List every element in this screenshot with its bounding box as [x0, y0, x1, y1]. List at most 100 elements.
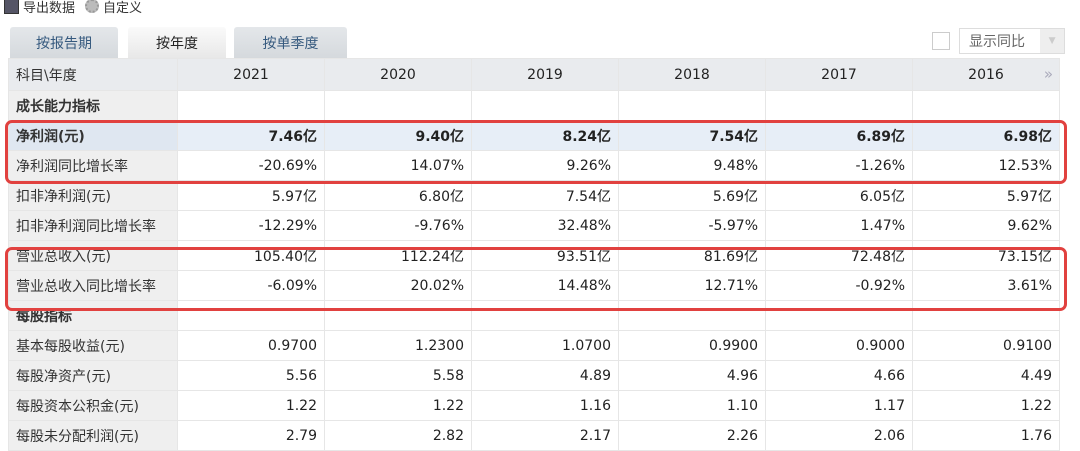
cell-value: 2.06	[765, 420, 913, 451]
cell-value: 4.49	[912, 360, 1060, 391]
row-label: 每股未分配利润(元)	[8, 420, 178, 451]
year-header[interactable]: 2018	[618, 58, 766, 91]
export-data-button[interactable]: 导出数据	[4, 0, 75, 16]
table-row: 净利润同比增长率 -20.69% 14.07% 9.26% 9.48% -1.26% 12.…	[8, 150, 1060, 181]
cell-value: 5.69亿	[618, 180, 766, 211]
corner-header: 科目\年度	[8, 58, 178, 91]
row-label: 净利润同比增长率	[8, 150, 178, 181]
row-label: 净利润(元)	[8, 120, 178, 151]
row-label: 营业总收入同比增长率	[8, 270, 178, 301]
cell-value: 2.26	[618, 420, 766, 451]
cell-value: -0.92%	[765, 270, 913, 301]
year-header[interactable]: 2021	[177, 58, 325, 91]
cell-value: 14.48%	[471, 270, 619, 301]
cell-value: 0.9000	[765, 330, 913, 361]
cell-value: 73.15亿	[912, 240, 1060, 271]
cell-value	[618, 300, 766, 331]
yoy-select[interactable]: 显示同比 ▼	[959, 28, 1065, 54]
cell-value	[618, 90, 766, 121]
cell-value: 9.40亿	[324, 120, 472, 151]
cell-value: 1.22	[912, 390, 1060, 421]
cell-value: 6.98亿	[912, 120, 1060, 151]
toolbar: 导出数据 自定义	[4, 0, 152, 16]
header-row: 科目\年度 2021 2020 2019 2018 2017 2016»	[8, 58, 1060, 91]
cell-value	[177, 90, 325, 121]
cell-value: 105.40亿	[177, 240, 325, 271]
cell-value	[471, 300, 619, 331]
cell-value	[912, 300, 1060, 331]
year-header[interactable]: 2019	[471, 58, 619, 91]
table-row: 每股未分配利润(元) 2.79 2.82 2.17 2.26 2.06 1.76	[8, 420, 1060, 451]
section-row: 每股指标	[8, 300, 1060, 331]
gear-icon	[85, 0, 100, 13]
customize-button[interactable]: 自定义	[85, 0, 142, 16]
cell-value: 1.0700	[471, 330, 619, 361]
year-header[interactable]: 2017	[765, 58, 913, 91]
cell-value	[177, 300, 325, 331]
cell-value: 1.10	[618, 390, 766, 421]
cell-value: -20.69%	[177, 150, 325, 181]
cell-value	[471, 90, 619, 121]
cell-value: -12.29%	[177, 210, 325, 241]
cell-value: 93.51亿	[471, 240, 619, 271]
cell-value: 3.61%	[912, 270, 1060, 301]
cell-value: 32.48%	[471, 210, 619, 241]
table-row: 营业总收入同比增长率 -6.09% 20.02% 14.48% 12.71% -0.92%…	[8, 270, 1060, 301]
cell-value	[324, 90, 472, 121]
cell-value: 2.79	[177, 420, 325, 451]
tab-by-quarter[interactable]: 按单季度	[234, 27, 347, 58]
cell-value: 1.2300	[324, 330, 472, 361]
row-label: 扣非净利润同比增长率	[8, 210, 178, 241]
year-header[interactable]: 2020	[324, 58, 472, 91]
cell-value: 6.80亿	[324, 180, 472, 211]
cell-value	[324, 300, 472, 331]
cell-value: 0.9900	[618, 330, 766, 361]
financial-table: 科目\年度 2021 2020 2019 2018 2017 2016» 成长能力指标 净利润(…	[8, 58, 1060, 451]
cell-value: 1.47%	[765, 210, 913, 241]
cell-value: 0.9100	[912, 330, 1060, 361]
tab-by-year[interactable]: 按年度	[128, 27, 226, 58]
cell-value: 2.17	[471, 420, 619, 451]
cell-value: 6.89亿	[765, 120, 913, 151]
cell-value: 9.26%	[471, 150, 619, 181]
yoy-control: 显示同比 ▼	[932, 28, 1065, 54]
cell-value: 5.97亿	[177, 180, 325, 211]
cell-value: 20.02%	[324, 270, 472, 301]
cell-value: -6.09%	[177, 270, 325, 301]
cell-value: 8.24亿	[471, 120, 619, 151]
row-label: 营业总收入(元)	[8, 240, 178, 271]
chevron-down-icon: ▼	[1040, 29, 1064, 53]
yoy-checkbox[interactable]	[932, 32, 950, 50]
double-chevron-right-icon[interactable]: »	[1043, 65, 1053, 83]
table-row: 扣非净利润(元) 5.97亿 6.80亿 7.54亿 5.69亿 6.05亿 5.97亿	[8, 180, 1060, 211]
cell-value: 4.89	[471, 360, 619, 391]
cell-value: 12.71%	[618, 270, 766, 301]
cell-value: 112.24亿	[324, 240, 472, 271]
cell-value: 7.46亿	[177, 120, 325, 151]
export-icon	[4, 0, 19, 14]
cell-value: 6.05亿	[765, 180, 913, 211]
table-row: 每股资本公积金(元) 1.22 1.22 1.16 1.10 1.17 1.22	[8, 390, 1060, 421]
cell-value: -5.97%	[618, 210, 766, 241]
cell-value	[912, 90, 1060, 121]
cell-value: 5.97亿	[912, 180, 1060, 211]
cell-value: 7.54亿	[618, 120, 766, 151]
section-row: 成长能力指标	[8, 90, 1060, 121]
row-label: 扣非净利润(元)	[8, 180, 178, 211]
row-label: 每股指标	[8, 300, 178, 331]
cell-value: 1.22	[177, 390, 325, 421]
table-row: 扣非净利润同比增长率 -12.29% -9.76% 32.48% -5.97% 1.47%…	[8, 210, 1060, 241]
cell-value: 1.22	[324, 390, 472, 421]
tab-by-report-period[interactable]: 按报告期	[10, 27, 118, 58]
cell-value: 5.56	[177, 360, 325, 391]
cell-value: 4.96	[618, 360, 766, 391]
year-header[interactable]: 2016»	[912, 58, 1060, 91]
cell-value: 0.9700	[177, 330, 325, 361]
cell-value: 1.16	[471, 390, 619, 421]
table-row: 净利润(元) 7.46亿 9.40亿 8.24亿 7.54亿 6.89亿 6.98亿	[8, 120, 1060, 151]
cell-value: -1.26%	[765, 150, 913, 181]
cell-value: 9.62%	[912, 210, 1060, 241]
cell-value: 1.17	[765, 390, 913, 421]
cell-value: 9.48%	[618, 150, 766, 181]
cell-value: -9.76%	[324, 210, 472, 241]
